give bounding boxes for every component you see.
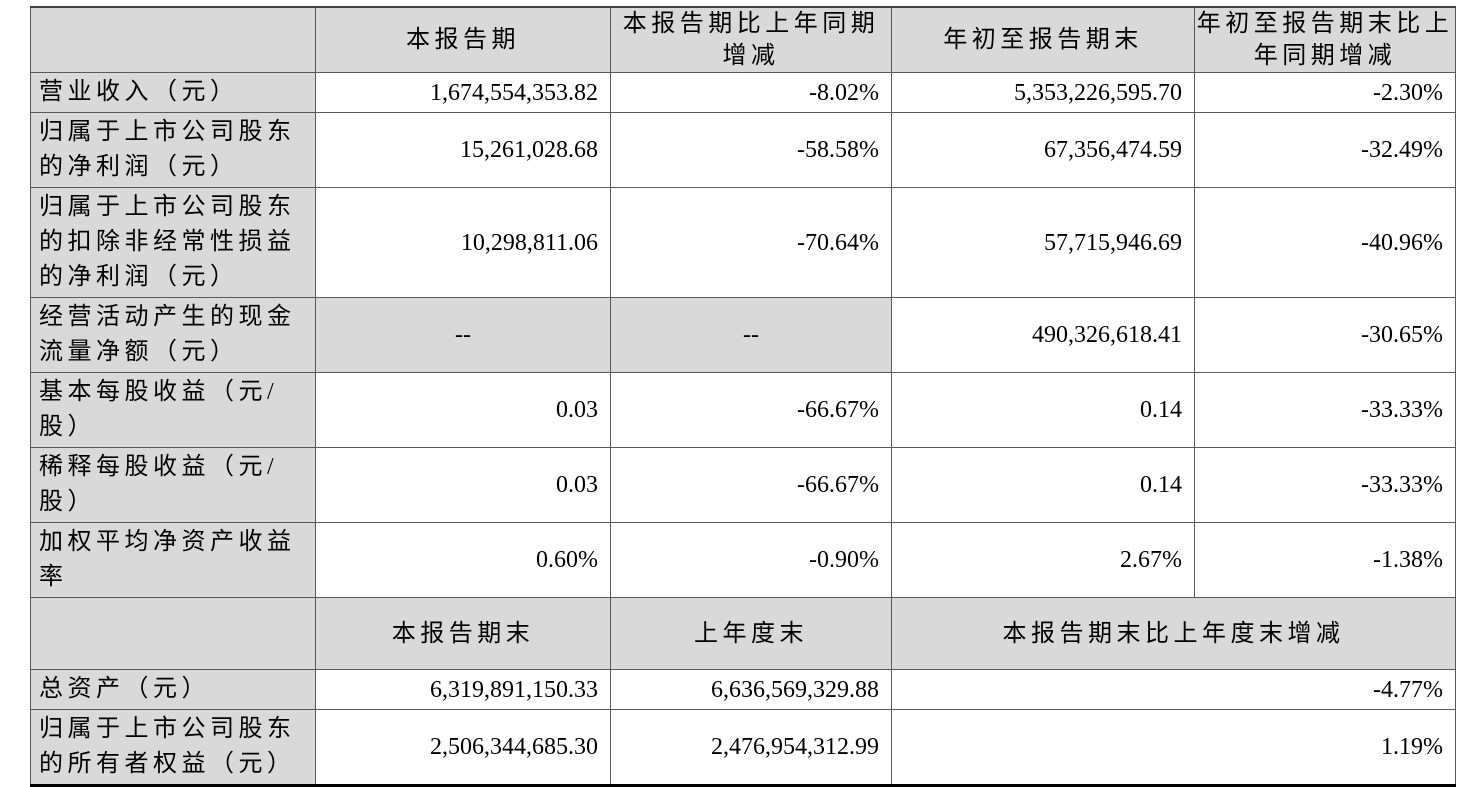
column-header-period-end-change: 本报告期末比上年度末增减: [891, 597, 1456, 670]
cell-value: 0.14: [891, 447, 1195, 523]
cell-value: 6,636,569,329.88: [610, 669, 892, 710]
table-row-net-profit-excl-nonrecurring: 归属于上市公司股东的扣除非经常性损益的净利润（元） 10,298,811.06 …: [30, 187, 1456, 298]
cell-value: -70.64%: [610, 187, 892, 298]
row-label: 总资产（元）: [30, 669, 316, 710]
table-row-weighted-avg-roe: 加权平均净资产收益率 0.60% -0.90% 2.67% -1.38%: [30, 522, 1456, 598]
cell-value: -66.67%: [610, 447, 892, 523]
cell-value: -30.65%: [1194, 297, 1456, 373]
column-header-current-period: 本报告期: [315, 6, 611, 73]
cell-value: -1.38%: [1194, 522, 1456, 598]
cell-value: -0.90%: [610, 522, 892, 598]
cell-value: -2.30%: [1194, 72, 1456, 113]
row-label: 经营活动产生的现金流量净额（元）: [30, 297, 316, 373]
column-header-prev-year-end: 上年度末: [610, 597, 892, 670]
cell-value: 2.67%: [891, 522, 1195, 598]
cell-value: 6,319,891,150.33: [315, 669, 611, 710]
cell-value: -66.67%: [610, 372, 892, 448]
cell-value: 0.14: [891, 372, 1195, 448]
cell-value: -33.33%: [1194, 372, 1456, 448]
row-label: 归属于上市公司股东的所有者权益（元）: [30, 709, 316, 786]
cell-value: 2,506,344,685.30: [315, 709, 611, 786]
table-row-net-profit: 归属于上市公司股东的净利润（元） 15,261,028.68 -58.58% 6…: [30, 112, 1456, 188]
cell-value: 490,326,618.41: [891, 297, 1195, 373]
cell-value: 0.60%: [315, 522, 611, 598]
cell-value-change: -4.77%: [891, 669, 1456, 710]
financial-summary-table: 本报告期 本报告期比上年同期增减 年初至报告期末 年初至报告期末比上年同期增减 …: [30, 6, 1456, 787]
row-label: 稀释每股收益（元/股）: [30, 447, 316, 523]
cell-value: 0.03: [315, 447, 611, 523]
column-header-ytd-change: 年初至报告期末比上年同期增减: [1194, 6, 1456, 73]
cell-value: -58.58%: [610, 112, 892, 188]
cell-value: -8.02%: [610, 72, 892, 113]
cell-value: -32.49%: [1194, 112, 1456, 188]
row-label: 加权平均净资产收益率: [30, 522, 316, 598]
table-row-diluted-eps: 稀释每股收益（元/股） 0.03 -66.67% 0.14 -33.33%: [30, 447, 1456, 523]
table-row-operating-cash-flow: 经营活动产生的现金流量净额（元） -- -- 490,326,618.41 -3…: [30, 297, 1456, 373]
cell-value: -33.33%: [1194, 447, 1456, 523]
table-row-operating-revenue: 营业收入（元） 1,674,554,353.82 -8.02% 5,353,22…: [30, 72, 1456, 113]
column-header-period-change: 本报告期比上年同期增减: [610, 6, 892, 73]
cell-value: 10,298,811.06: [315, 187, 611, 298]
row-label: 归属于上市公司股东的扣除非经常性损益的净利润（元）: [30, 187, 316, 298]
cell-value: 57,715,946.69: [891, 187, 1195, 298]
table-header-row-1: 本报告期 本报告期比上年同期增减 年初至报告期末 年初至报告期末比上年同期增减: [30, 6, 1456, 73]
table-header-row-2: 本报告期末 上年度末 本报告期末比上年度末增减: [30, 597, 1456, 670]
column-header-period-end: 本报告期末: [315, 597, 611, 670]
cell-value: 15,261,028.68: [315, 112, 611, 188]
table-row-basic-eps: 基本每股收益（元/股） 0.03 -66.67% 0.14 -33.33%: [30, 372, 1456, 448]
row-label: 基本每股收益（元/股）: [30, 372, 316, 448]
table-row-total-assets: 总资产（元） 6,319,891,150.33 6,636,569,329.88…: [30, 669, 1456, 710]
cell-value: --: [315, 297, 611, 373]
cell-value: -40.96%: [1194, 187, 1456, 298]
row-label: 营业收入（元）: [30, 72, 316, 113]
cell-value: 1,674,554,353.82: [315, 72, 611, 113]
table-row-owners-equity: 归属于上市公司股东的所有者权益（元） 2,506,344,685.30 2,47…: [30, 709, 1456, 786]
cell-value: 2,476,954,312.99: [610, 709, 892, 786]
cell-value: 67,356,474.59: [891, 112, 1195, 188]
corner-cell: [30, 597, 316, 670]
column-header-ytd: 年初至报告期末: [891, 6, 1195, 73]
corner-cell: [30, 6, 316, 73]
row-label: 归属于上市公司股东的净利润（元）: [30, 112, 316, 188]
cell-value: 5,353,226,595.70: [891, 72, 1195, 113]
cell-value-change: 1.19%: [891, 709, 1456, 786]
cell-value: --: [610, 297, 892, 373]
cell-value: 0.03: [315, 372, 611, 448]
